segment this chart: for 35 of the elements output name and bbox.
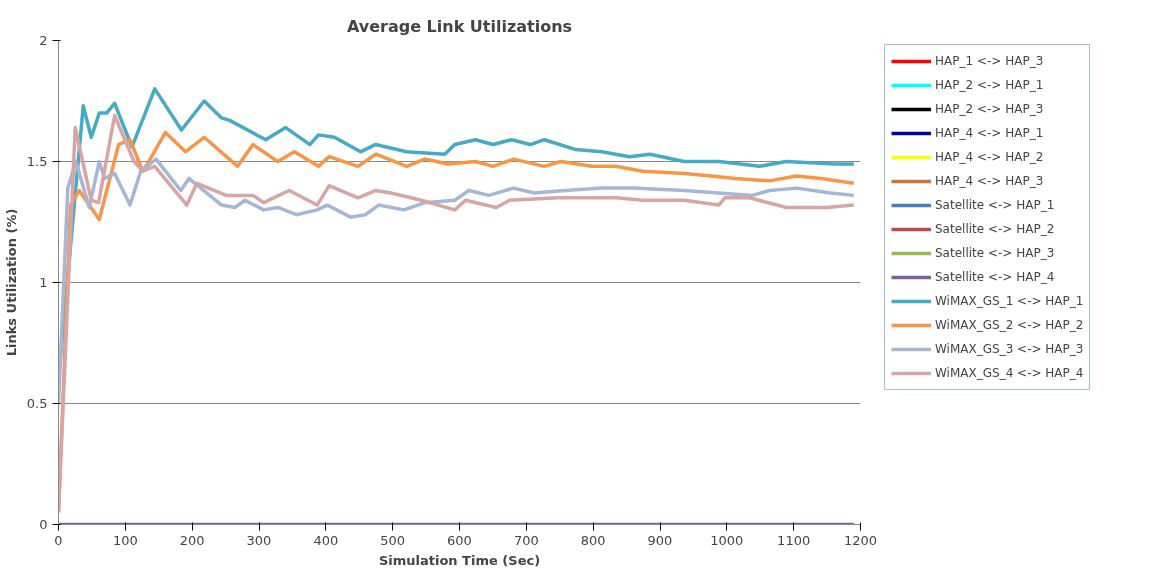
legend-label: Satellite <-> HAP_4 xyxy=(935,270,1055,284)
y-tick-label: 1 xyxy=(39,275,48,290)
y-tick-label: 0.5 xyxy=(26,396,48,411)
x-tick-label: 400 xyxy=(313,532,339,548)
x-tick-label: 900 xyxy=(647,532,673,548)
legend-label: HAP_2 <-> HAP_3 xyxy=(935,102,1044,116)
legend-label: HAP_4 <-> HAP_3 xyxy=(935,174,1044,188)
legend-label: WiMAX_GS_3 <-> HAP_3 xyxy=(935,342,1084,356)
y-tick-label: 1.5 xyxy=(26,154,48,169)
x-axis-title: Simulation Time (Sec) xyxy=(378,552,541,568)
y-tick-label: 0 xyxy=(39,517,48,532)
legend-label: HAP_4 <-> HAP_2 xyxy=(935,150,1044,164)
x-tick-label: 600 xyxy=(447,532,472,548)
x-tick-label: 100 xyxy=(112,532,138,548)
x-tick-label: 700 xyxy=(513,532,539,548)
legend-label: Satellite <-> HAP_3 xyxy=(935,246,1055,260)
x-tick-label: 1200 xyxy=(843,532,878,548)
legend-label: WiMAX_GS_1 <-> HAP_1 xyxy=(935,294,1084,308)
legend-label: HAP_2 <-> HAP_1 xyxy=(935,78,1044,92)
y-tick-label: 2 xyxy=(39,33,48,48)
chart-title: Average Link Utilizations xyxy=(346,16,573,36)
x-tick-label: 500 xyxy=(380,532,406,548)
y-axis-title: Links Utilization (%) xyxy=(3,208,19,357)
x-tick-label: 300 xyxy=(246,532,272,548)
legend-label: WiMAX_GS_4 <-> HAP_4 xyxy=(935,366,1084,380)
x-tick-label: 800 xyxy=(580,532,606,548)
legend-label: WiMAX_GS_2 <-> HAP_2 xyxy=(935,318,1084,332)
legend-label: Satellite <-> HAP_1 xyxy=(935,198,1055,212)
legend-label: Satellite <-> HAP_2 xyxy=(935,222,1055,236)
x-tick-label: 200 xyxy=(179,532,205,548)
x-tick-label: 1000 xyxy=(710,532,744,548)
x-tick-label: 1100 xyxy=(777,532,811,548)
legend-label: HAP_4 <-> HAP_1 xyxy=(935,126,1044,140)
legend-label: HAP_1 <-> HAP_3 xyxy=(935,54,1044,68)
x-tick-label: 0 xyxy=(54,532,63,548)
